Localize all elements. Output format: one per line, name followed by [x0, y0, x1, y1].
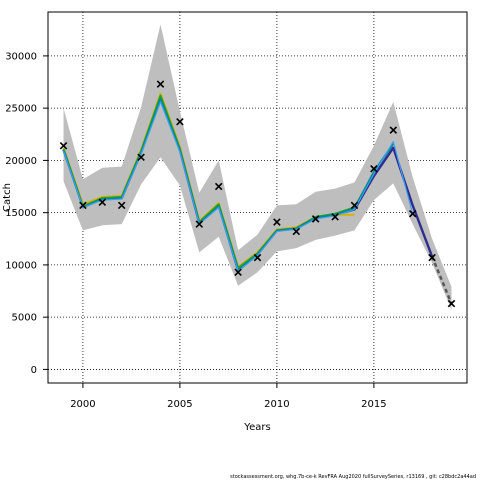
observed-point	[253, 253, 262, 262]
observed-point	[176, 117, 184, 126]
series-line-6	[430, 256, 453, 305]
y-tick-label: 5000	[12, 313, 37, 324]
observed-point	[331, 213, 339, 221]
observed-point-stroke	[273, 218, 281, 226]
observed-point-stroke	[234, 268, 242, 276]
observed-point-stroke	[447, 299, 456, 308]
observed-point-stroke	[408, 209, 417, 218]
x-tick-label: 2005	[167, 399, 192, 410]
observed-point-stroke	[311, 215, 320, 223]
observed-point	[311, 215, 320, 223]
observed-point	[214, 182, 223, 191]
observed-point	[370, 164, 378, 173]
series-layer	[62, 92, 453, 305]
y-tick-label: 25000	[5, 104, 37, 115]
x-axis: 2000 2005 2010 2015	[70, 383, 387, 410]
observed-point-stroke	[195, 220, 204, 228]
y-tick-label: 30000	[5, 51, 37, 62]
observed-points-layer	[59, 80, 456, 308]
observed-point-stroke	[156, 80, 165, 88]
observed-point-stroke	[253, 253, 262, 262]
observed-point-stroke	[389, 126, 398, 134]
observed-point-stroke	[176, 117, 184, 126]
observed-point	[447, 299, 456, 308]
observed-point	[408, 209, 417, 218]
confidence-band-layer	[63, 24, 452, 310]
series-line-3	[62, 94, 375, 270]
observed-point	[98, 198, 107, 206]
observed-point-stroke	[292, 227, 301, 236]
observed-point-stroke	[350, 201, 359, 210]
observed-point	[389, 126, 398, 134]
observed-point	[428, 253, 436, 262]
x-tick-label: 2000	[70, 399, 95, 410]
y-tick-label: 0	[31, 365, 37, 376]
y-tick-label: 20000	[5, 156, 37, 167]
observed-point	[137, 153, 145, 162]
observed-point-stroke	[98, 198, 107, 206]
y-axis: 0 5000 10000 15000 20000 25000 30000	[5, 51, 48, 376]
y-axis-title: Catch	[2, 183, 13, 212]
observed-point-stroke	[214, 182, 223, 191]
observed-point	[273, 218, 281, 226]
y-tick-label: 15000	[5, 208, 37, 219]
observed-point-stroke	[370, 164, 378, 173]
x-tick-label: 2010	[264, 399, 289, 410]
plot-frame	[47, 11, 468, 384]
observed-point	[156, 80, 165, 88]
y-tick-label: 10000	[5, 260, 37, 271]
x-axis-title: Years	[243, 422, 270, 433]
observed-point	[79, 201, 87, 210]
observed-point-stroke	[428, 253, 436, 262]
x-tick-label: 2015	[361, 399, 386, 410]
observed-point	[195, 220, 204, 228]
observed-point-stroke	[79, 201, 87, 210]
observed-point-stroke	[59, 142, 68, 150]
confidence-band	[63, 24, 452, 310]
observed-point	[59, 142, 68, 150]
footer-caption: stockassessment.org, whg.7b-ce-k RevFRA …	[230, 474, 476, 480]
observed-point-stroke	[137, 153, 145, 162]
observed-point-stroke	[331, 213, 339, 221]
observed-point-stroke	[117, 201, 126, 210]
observed-point	[117, 201, 126, 210]
observed-point	[292, 227, 301, 236]
observed-point	[350, 201, 359, 210]
observed-point	[234, 268, 242, 276]
